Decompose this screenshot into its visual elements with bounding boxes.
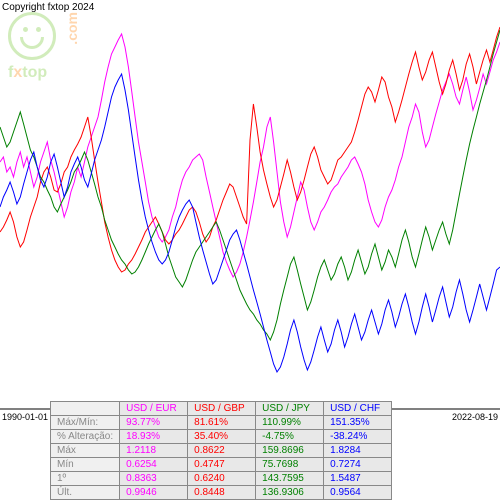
- table-cell: 1.5487: [324, 472, 392, 486]
- table-cell: 159.8696: [256, 444, 324, 458]
- table-row-label: % Alteração:: [51, 430, 120, 444]
- table-corner: [51, 402, 120, 416]
- stats-table: USD / EURUSD / GBPUSD / JPYUSD / CHF Máx/…: [50, 401, 392, 500]
- table-cell: -4.75%: [256, 430, 324, 444]
- table-header: USD / GBP: [188, 402, 256, 416]
- table-row-label: Máx/Mín:: [51, 416, 120, 430]
- table-cell: 18.93%: [120, 430, 188, 444]
- series-usdgbp: [0, 27, 500, 272]
- table-cell: 93.77%: [120, 416, 188, 430]
- table-row-label: Máx: [51, 444, 120, 458]
- table-cell: 0.9946: [120, 486, 188, 500]
- date-end: 2022-08-19: [452, 412, 498, 422]
- series-usdjpy: [0, 30, 500, 340]
- table-cell: 0.6240: [188, 472, 256, 486]
- table-cell: 0.6254: [120, 458, 188, 472]
- table-row-label: 1º: [51, 472, 120, 486]
- table-cell: 136.9306: [256, 486, 324, 500]
- table-cell: 81.61%: [188, 416, 256, 430]
- table-cell: 75.7698: [256, 458, 324, 472]
- date-start: 1990-01-01: [2, 412, 48, 422]
- table-cell: 0.7274: [324, 458, 392, 472]
- table-cell: 0.8622: [188, 444, 256, 458]
- table-cell: 1.2118: [120, 444, 188, 458]
- table-cell: 1.8284: [324, 444, 392, 458]
- table-header: USD / JPY: [256, 402, 324, 416]
- table-header: USD / CHF: [324, 402, 392, 416]
- table-header: USD / EUR: [120, 402, 188, 416]
- table-cell: 0.8448: [188, 486, 256, 500]
- table-cell: 0.9564: [324, 486, 392, 500]
- table-cell: 151.35%: [324, 416, 392, 430]
- table-cell: 143.7595: [256, 472, 324, 486]
- series-usdchf: [0, 74, 500, 372]
- table-row-label: Mín: [51, 458, 120, 472]
- table-row-label: Últ.: [51, 486, 120, 500]
- table-cell: 35.40%: [188, 430, 256, 444]
- series-usdeur: [0, 34, 500, 277]
- currency-chart: [0, 12, 500, 410]
- table-cell: 0.4747: [188, 458, 256, 472]
- table-cell: 110.99%: [256, 416, 324, 430]
- table-cell: 0.8363: [120, 472, 188, 486]
- table-cell: -38.24%: [324, 430, 392, 444]
